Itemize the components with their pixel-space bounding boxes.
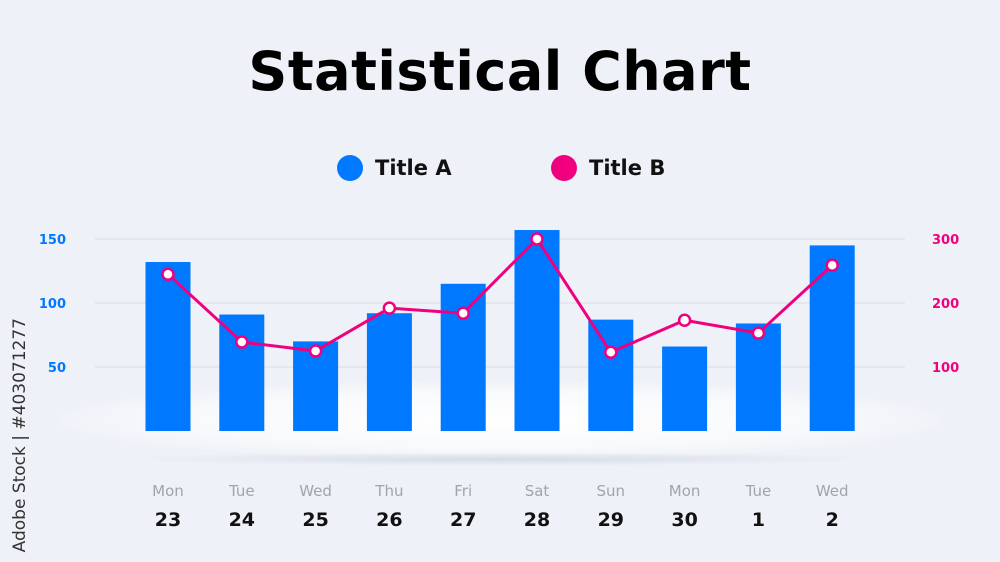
bar xyxy=(514,230,560,431)
bar xyxy=(219,314,265,431)
floor-glow xyxy=(60,380,940,460)
line-point xyxy=(530,232,544,246)
legend-item-b: Title B xyxy=(551,155,665,181)
x-day-label: Fri xyxy=(454,482,472,500)
bar xyxy=(145,262,191,431)
x-date-label: 2 xyxy=(826,509,839,531)
bar xyxy=(366,313,412,431)
watermark: Adobe Stock | #403071277 xyxy=(10,318,30,553)
left-axis-tick: 50 xyxy=(48,361,66,376)
line-point xyxy=(161,267,175,281)
left-axis-tick: 150 xyxy=(39,233,66,248)
x-date-label: 25 xyxy=(302,509,328,531)
x-date-label: 23 xyxy=(155,509,181,531)
line-point xyxy=(825,258,839,272)
bar xyxy=(809,245,855,431)
x-date-label: 28 xyxy=(524,509,550,531)
line-point xyxy=(308,344,323,358)
bar xyxy=(588,319,634,431)
x-day-label: Sat xyxy=(525,482,550,500)
right-axis-tick: 200 xyxy=(932,297,959,312)
x-date-label: 26 xyxy=(376,509,402,531)
chart-title: Statistical Chart xyxy=(248,40,752,103)
legend-label-a: Title A xyxy=(375,156,452,180)
line-point xyxy=(604,345,618,360)
x-date-label: 24 xyxy=(229,509,255,531)
x-day-label: Mon xyxy=(669,482,701,500)
legend-item-a: Title A xyxy=(337,155,452,181)
x-day-label: Thu xyxy=(374,482,403,500)
line-point xyxy=(456,306,470,320)
x-day-label: Tue xyxy=(745,482,772,500)
line-point xyxy=(751,326,766,340)
x-day-label: Wed xyxy=(299,482,332,500)
legend-dot-a xyxy=(337,155,363,181)
left-axis-tick: 100 xyxy=(39,297,66,312)
right-axis-tick: 100 xyxy=(932,361,959,376)
x-day-label: Sun xyxy=(597,482,626,500)
line-point xyxy=(677,313,692,328)
legend-dot-b xyxy=(551,155,577,181)
line-point xyxy=(235,335,249,349)
legend-label-b: Title B xyxy=(589,156,666,180)
bar xyxy=(440,283,486,431)
bar xyxy=(735,323,781,431)
bar xyxy=(662,346,708,431)
floor-shadow xyxy=(120,452,880,466)
line-point xyxy=(382,301,397,315)
x-date-label: 29 xyxy=(598,509,624,531)
x-date-label: 30 xyxy=(671,509,697,531)
x-date-label: 27 xyxy=(450,509,476,531)
x-day-label: Mon xyxy=(152,482,184,500)
x-day-label: Wed xyxy=(816,482,849,500)
x-day-label: Tue xyxy=(228,482,255,500)
x-date-label: 1 xyxy=(752,509,765,531)
right-axis-tick: 300 xyxy=(932,233,959,248)
line-series xyxy=(166,237,834,354)
